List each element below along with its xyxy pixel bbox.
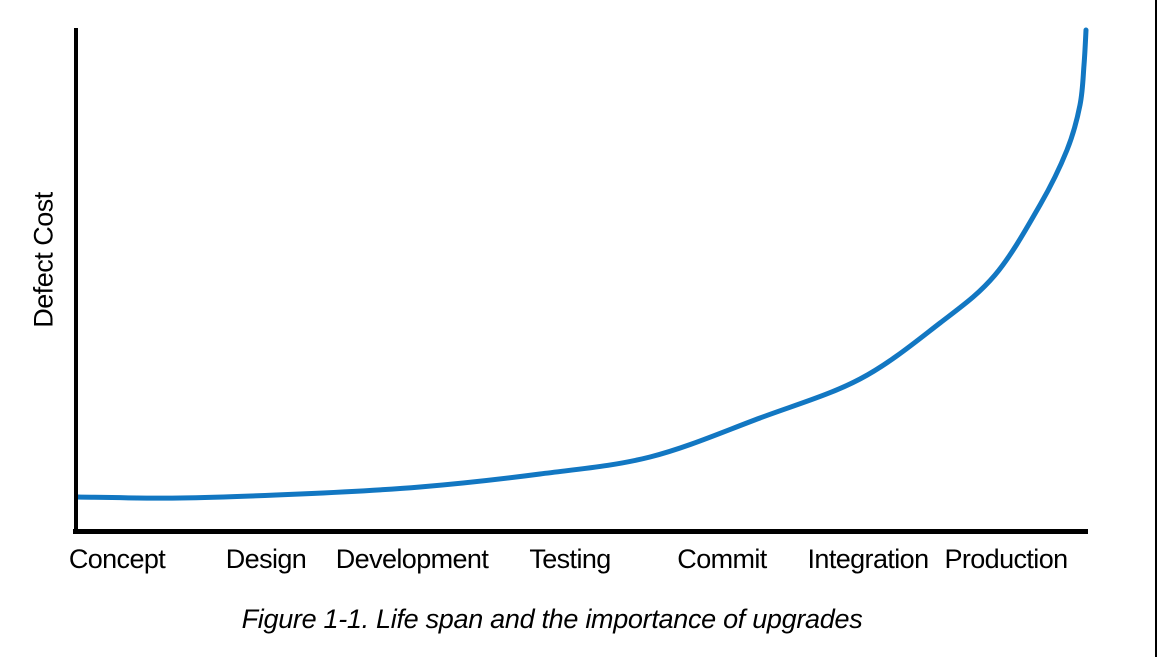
page-border-line (1155, 0, 1157, 657)
x-tick-label-testing: Testing (529, 544, 611, 574)
x-axis-line (73, 529, 1088, 534)
x-tick-label-development: Development (335, 544, 489, 574)
x-tick-label-design: Design (225, 544, 307, 574)
x-tick-label-commit: Commit (677, 544, 767, 574)
x-tick-label-concept: Concept (68, 544, 166, 574)
x-tick-label-production: Production (944, 544, 1068, 574)
figure-caption: Figure 1-1. Life span and the importance… (241, 604, 863, 634)
y-axis-title: Defect Cost (28, 192, 59, 328)
defect-cost-curve-path (74, 27, 1089, 501)
x-tick-label-integration: Integration (807, 544, 930, 574)
y-axis-line (74, 28, 78, 534)
